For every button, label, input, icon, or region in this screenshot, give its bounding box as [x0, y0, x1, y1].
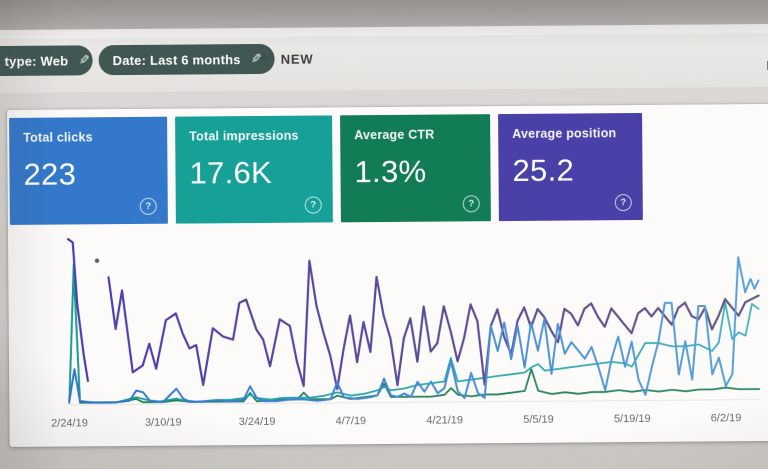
search-type-filter-chip[interactable]: type: Web ✎	[0, 45, 93, 77]
x-tick-label: 5/19/19	[614, 413, 651, 425]
performance-chart[interactable]: 2/24/19 3/10/19 3/24/19 4/7/19 4/21/19 5/5/19…	[30, 225, 762, 437]
metric-value: 17.6K	[189, 154, 273, 191]
metric-label: Total impressions	[189, 128, 299, 144]
search-type-chip-label: type: Web	[4, 52, 69, 69]
x-tick-label: 5/5/19	[523, 414, 554, 426]
x-tick-label: 3/24/19	[239, 416, 276, 428]
metric-label: Average position	[512, 126, 617, 141]
x-tick-label: 4/7/19	[336, 415, 367, 427]
x-tick-label: 3/10/19	[145, 417, 182, 429]
screen-speck	[94, 258, 100, 263]
performance-panel: Total clicks 223 ? Total impressions 17.…	[7, 103, 768, 447]
metric-label: Total clicks	[23, 130, 93, 145]
edit-pencil-icon[interactable]: ✎	[78, 52, 90, 68]
metric-value: 223	[23, 156, 77, 192]
date-range-filter-chip[interactable]: Date: Last 6 months ✎	[98, 43, 275, 76]
new-button-label: NEW	[280, 51, 314, 67]
plus-icon: +	[258, 47, 270, 69]
metric-card-total-impressions[interactable]: Total impressions 17.6K ?	[175, 115, 333, 224]
x-tick-label: 4/21/19	[426, 414, 463, 426]
help-icon[interactable]: ?	[614, 194, 632, 212]
help-icon[interactable]: ?	[462, 195, 480, 213]
x-tick-label: 2/24/19	[51, 417, 88, 429]
series-line-impressions	[68, 263, 760, 404]
date-chip-label: Date: Last 6 months	[112, 51, 241, 68]
x-tick-label: 6/2/19	[711, 412, 742, 424]
metric-value: 1.3%	[354, 153, 427, 190]
series-line-position	[107, 259, 760, 391]
x-axis-line	[67, 399, 760, 406]
series-line-clicks	[68, 256, 760, 404]
metric-label: Average CTR	[354, 127, 435, 143]
metric-card-average-position[interactable]: Average position 25.2 ?	[498, 112, 643, 222]
metric-card-average-ctr[interactable]: Average CTR 1.3% ?	[340, 114, 491, 223]
help-icon[interactable]: ?	[304, 196, 322, 214]
help-icon[interactable]: ?	[139, 197, 157, 215]
metric-cards-row: Total clicks 223 ? Total impressions 17.…	[9, 112, 643, 225]
metric-card-total-clicks[interactable]: Total clicks 223 ?	[9, 116, 168, 225]
filter-toolbar: type: Web ✎ Date: Last 6 months ✎ + NEW …	[0, 32, 768, 96]
new-filter-button[interactable]: + NEW	[258, 44, 314, 74]
metric-value: 25.2	[512, 152, 575, 188]
series-line-position	[66, 238, 90, 383]
